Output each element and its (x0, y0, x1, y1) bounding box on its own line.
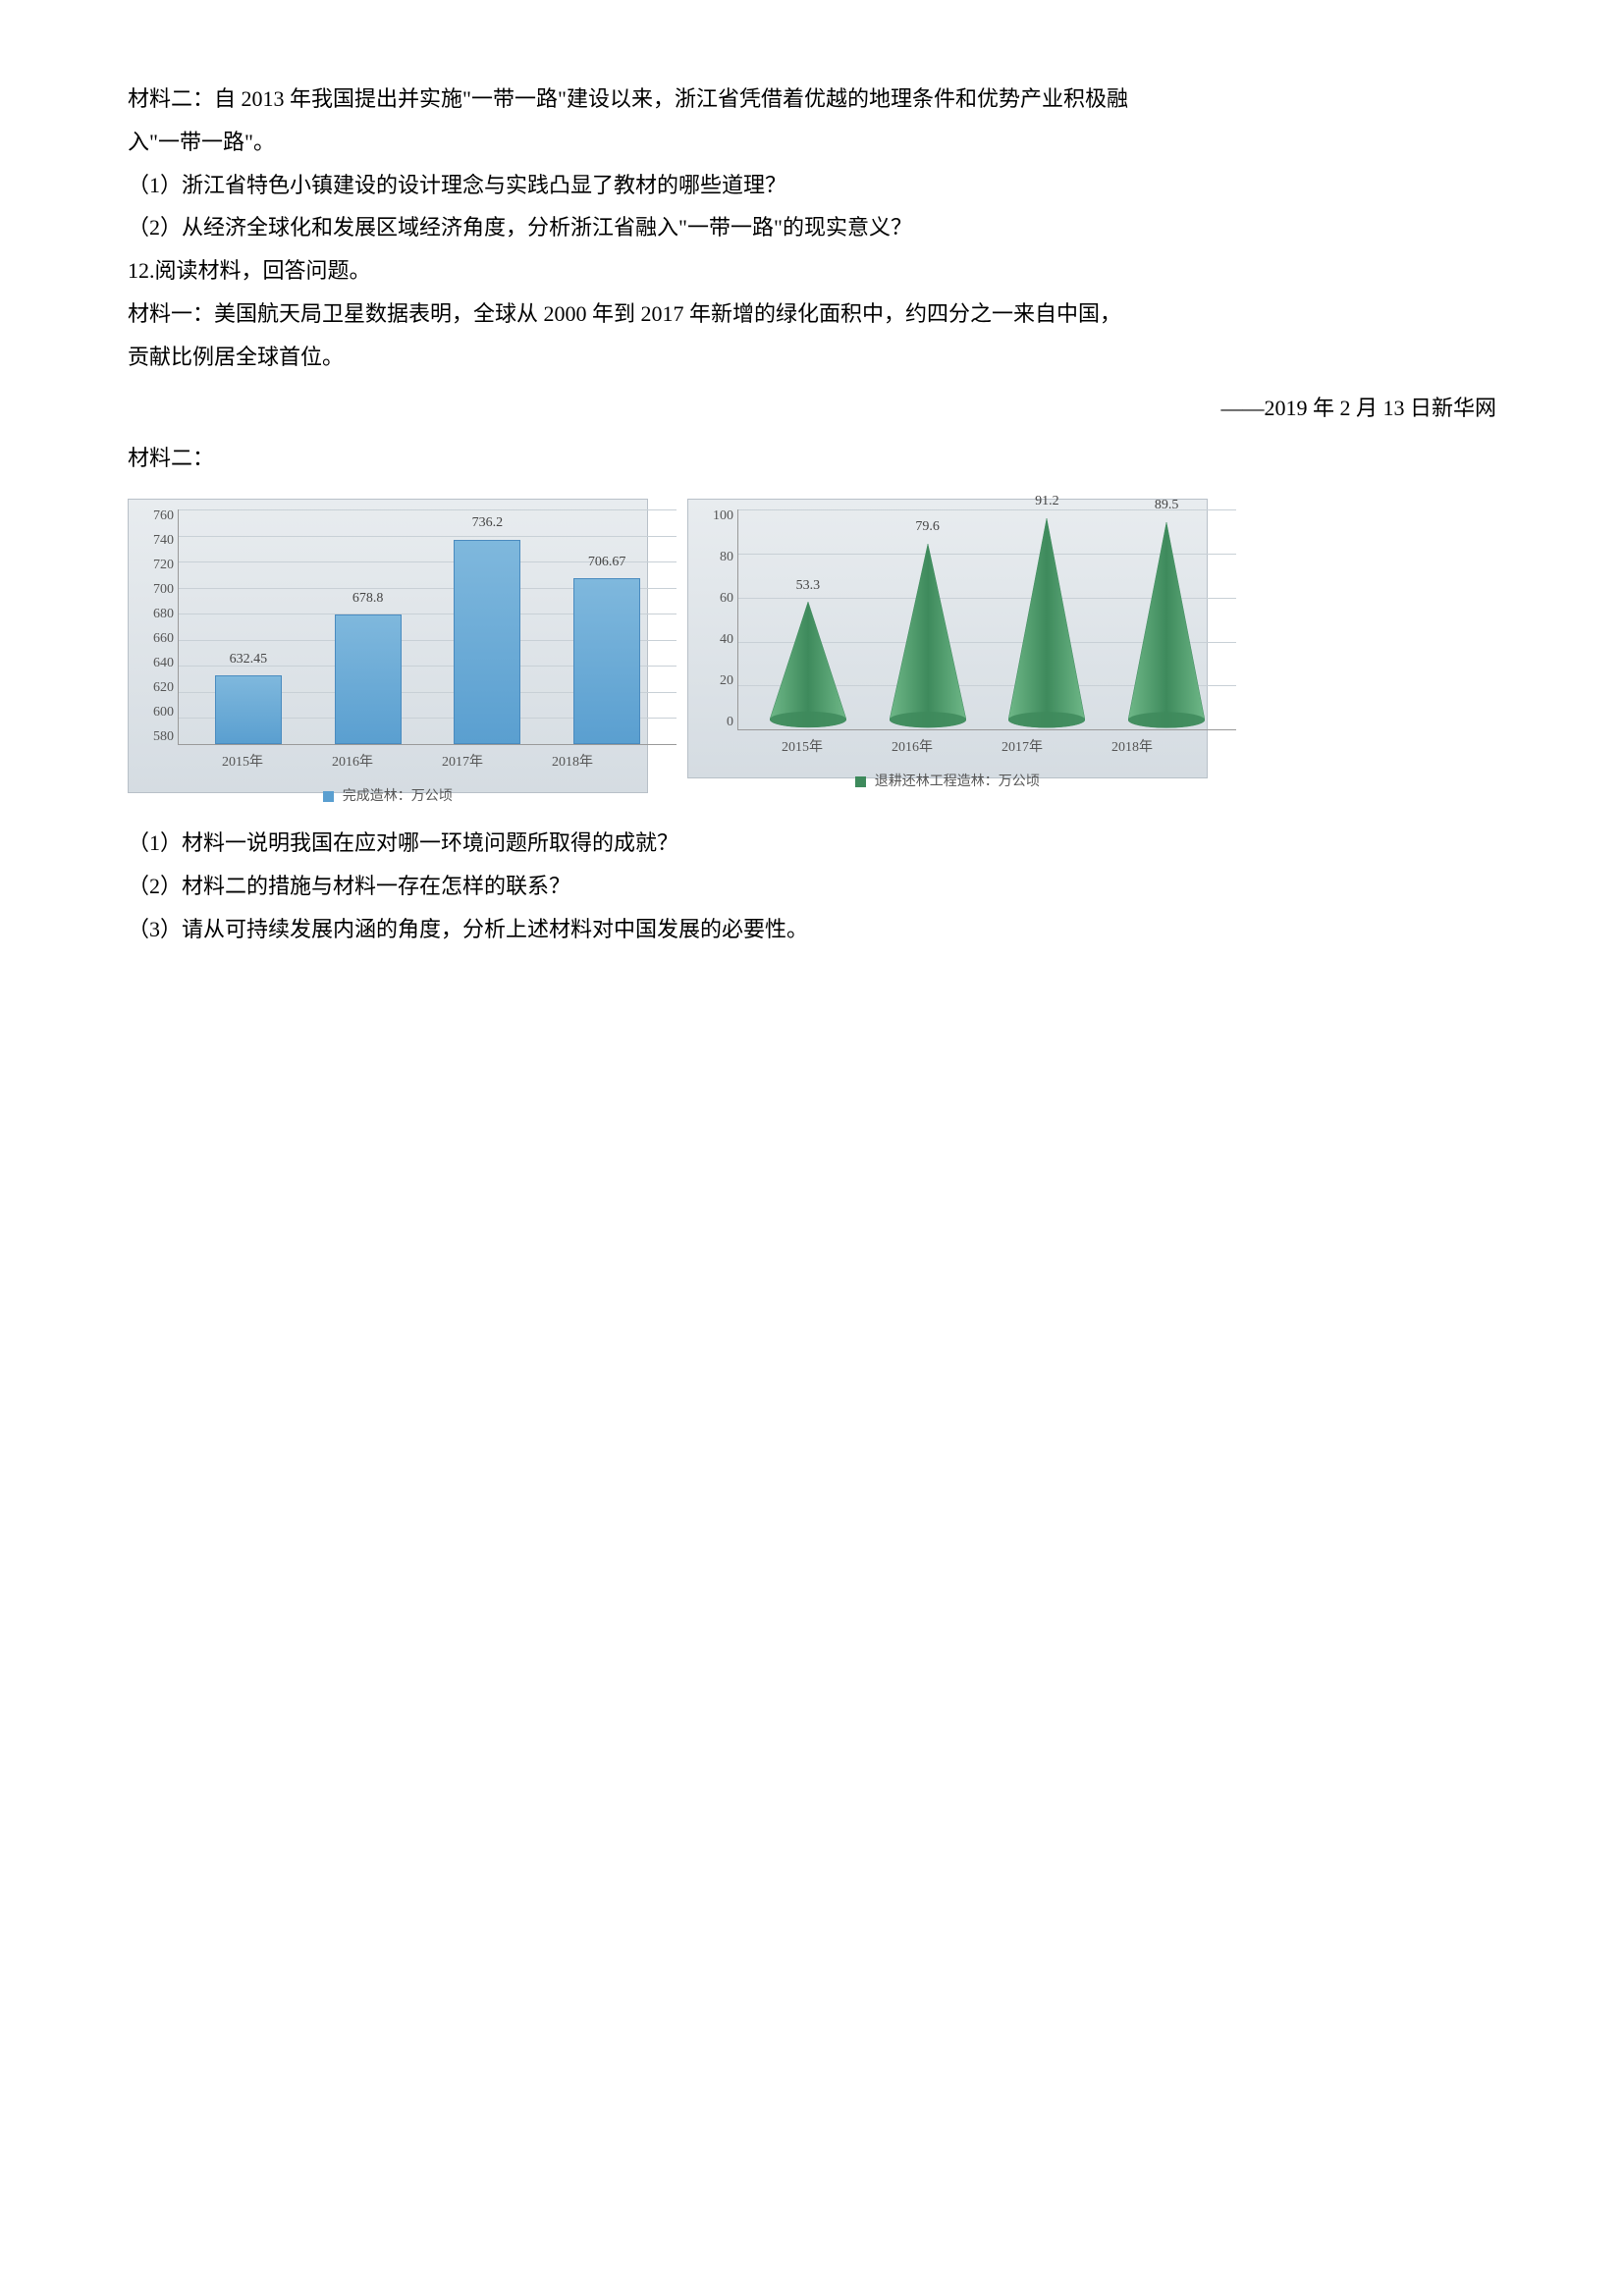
y-tick: 0 (699, 716, 733, 729)
question-1-2: （2）从经济全球化和发展区域经济角度，分析浙江省融入"一带一路"的现实意义？ (128, 207, 1496, 248)
cone-group: 89.5 (1117, 493, 1216, 729)
material2-label: 材料二： (128, 438, 1496, 479)
legend-marker-icon (855, 776, 866, 787)
y-tick: 580 (139, 730, 174, 744)
material1-line1: 材料一：美国航天局卫星数据表明，全球从 2000 年到 2017 年新增的绿化面… (128, 294, 1496, 335)
y-tick: 100 (699, 509, 733, 523)
cone-icon (890, 544, 966, 729)
bar (573, 578, 640, 744)
cone-icon (1008, 518, 1085, 729)
cone-chart-x-labels: 2015年 2016年 2017年 2018年 (737, 730, 1197, 762)
cone-group: 91.2 (998, 489, 1096, 729)
cone-value-label: 53.3 (796, 573, 821, 600)
bar-value-label: 632.45 (230, 647, 268, 673)
cone-chart-y-axis: 100 80 60 40 20 0 (699, 509, 733, 729)
question-2-3: （3）请从可持续发展内涵的角度，分析上述材料对中国发展的必要性。 (128, 909, 1496, 950)
y-tick: 40 (699, 633, 733, 647)
cone-chart-legend: 退耕还林工程造林：万公顷 (698, 770, 1197, 796)
cone-value-label: 91.2 (1035, 489, 1059, 515)
paragraph-material2-line2: 入"一带一路"。 (128, 122, 1496, 163)
bar (215, 675, 282, 744)
x-axis-label: 2018年 (523, 750, 622, 776)
bar-chart-afforestation: 760 740 720 700 680 660 640 620 600 580 … (128, 499, 648, 793)
bar-value-label: 706.67 (588, 550, 626, 576)
x-axis-label: 2016年 (863, 735, 961, 762)
paragraph-material2-line1: 材料二：自 2013 年我国提出并实施"一带一路"建设以来，浙江省凭借着优越的地… (128, 79, 1496, 120)
bar-group: 632.45 (199, 647, 298, 745)
x-axis-label: 2016年 (303, 750, 402, 776)
x-axis-label: 2018年 (1083, 735, 1181, 762)
x-axis-label: 2015年 (193, 750, 292, 776)
x-axis-label: 2017年 (973, 735, 1071, 762)
y-tick: 20 (699, 674, 733, 688)
bar-chart-legend: 完成造林：万公顷 (138, 784, 637, 811)
material1-line2: 贡献比例居全球首位。 (128, 337, 1496, 378)
y-tick: 620 (139, 681, 174, 695)
cone-group: 79.6 (879, 514, 977, 729)
y-tick: 60 (699, 592, 733, 606)
bar-chart-y-axis: 760 740 720 700 680 660 640 620 600 580 (139, 509, 174, 744)
bar (454, 540, 520, 744)
attribution-text: ——2019 年 2 月 13 日新华网 (128, 388, 1496, 429)
bar-value-label: 678.8 (352, 586, 384, 613)
charts-container: 760 740 720 700 680 660 640 620 600 580 … (128, 499, 1496, 793)
y-tick: 660 (139, 632, 174, 646)
question-12-heading: 12.阅读材料，回答问题。 (128, 250, 1496, 292)
bar-value-label: 736.2 (472, 510, 504, 537)
y-tick: 760 (139, 509, 174, 523)
bar-chart-x-labels: 2015年 2016年 2017年 2018年 (178, 745, 637, 776)
y-tick: 680 (139, 608, 174, 621)
legend-marker-icon (323, 791, 334, 802)
bar-group: 736.2 (438, 510, 536, 744)
cone-value-label: 79.6 (915, 514, 940, 541)
y-tick: 740 (139, 534, 174, 548)
x-axis-label: 2017年 (413, 750, 512, 776)
y-tick: 80 (699, 551, 733, 564)
question-2-2: （2）材料二的措施与材料一存在怎样的联系？ (128, 866, 1496, 907)
bar (335, 614, 402, 744)
bar-chart-bars: 632.45 678.8 736.2 706.67 (179, 509, 677, 744)
y-tick: 640 (139, 657, 174, 670)
y-tick: 600 (139, 706, 174, 720)
question-2-1: （1）材料一说明我国在应对哪一环境问题所取得的成就？ (128, 823, 1496, 864)
legend-text: 退耕还林工程造林：万公顷 (875, 774, 1040, 789)
y-tick: 720 (139, 559, 174, 572)
question-1-1: （1）浙江省特色小镇建设的设计理念与实践凸显了教材的哪些道理？ (128, 165, 1496, 206)
cone-chart-cones: 53.379.691.289.5 (738, 509, 1236, 729)
cone-icon (1128, 522, 1205, 729)
legend-text: 完成造林：万公顷 (343, 789, 453, 804)
cone-group: 53.3 (759, 573, 857, 730)
cone-icon (770, 602, 846, 729)
bar-group: 706.67 (558, 550, 656, 744)
y-tick: 700 (139, 583, 174, 597)
x-axis-label: 2015年 (753, 735, 851, 762)
cone-chart-reforestation: 100 80 60 40 20 0 53.379.691.289.5 2015年… (687, 499, 1208, 778)
cone-value-label: 89.5 (1155, 493, 1179, 519)
bar-group: 678.8 (319, 586, 417, 744)
